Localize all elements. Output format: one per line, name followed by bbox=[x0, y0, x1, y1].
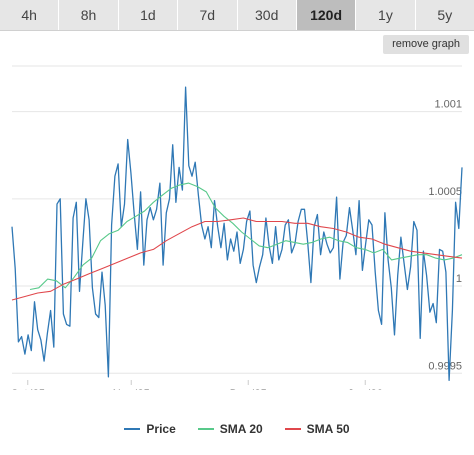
legend-swatch-sma50 bbox=[284, 428, 301, 430]
x-tick-label: Dec '25 bbox=[230, 388, 267, 390]
legend-label-sma20: SMA 20 bbox=[219, 422, 263, 436]
tab-7d[interactable]: 7d bbox=[178, 0, 238, 30]
x-tick-label: Nov '25 bbox=[113, 388, 150, 390]
legend-swatch-price bbox=[124, 428, 141, 430]
tab-1y[interactable]: 1y bbox=[356, 0, 416, 30]
tab-5y[interactable]: 5y bbox=[437, 7, 453, 23]
y-tick-label: 1 bbox=[456, 273, 462, 285]
y-tick-label: 1.001 bbox=[434, 99, 462, 111]
tab-4h[interactable]: 4h bbox=[0, 0, 60, 30]
sma50-line bbox=[11, 217, 463, 301]
legend-swatch-sma20 bbox=[197, 428, 214, 430]
y-tick-label: 1.0005 bbox=[428, 186, 462, 198]
legend-item-sma20[interactable]: SMA 20 bbox=[197, 420, 263, 438]
price-chart: 1.001 1.0005 1 0.9995 Oct '25 Nov '25 Dec '25 J… bbox=[10, 65, 463, 390]
sma20-line bbox=[29, 182, 463, 291]
tab-120d[interactable]: 120d bbox=[296, 0, 357, 30]
chart-legend: Price SMA 20 SMA 50 bbox=[0, 420, 474, 438]
x-tick-label: Jan '26 bbox=[348, 388, 383, 390]
tab-30d[interactable]: 30d bbox=[238, 0, 297, 30]
y-tick-label: 0.9995 bbox=[428, 360, 462, 372]
price-line bbox=[11, 86, 463, 381]
legend-item-price[interactable]: Price bbox=[124, 420, 176, 438]
x-tick-label: Oct '25 bbox=[10, 388, 45, 390]
remove-graph-button[interactable]: remove graph bbox=[383, 35, 469, 54]
legend-label-sma50: SMA 50 bbox=[306, 422, 350, 436]
timeframe-tabs: 4h 8h 1d 7d 30d 120d 1y 5y bbox=[0, 0, 474, 31]
tab-1d[interactable]: 1d bbox=[119, 0, 179, 30]
legend-item-sma50[interactable]: SMA 50 bbox=[284, 420, 350, 438]
legend-label-price: Price bbox=[146, 422, 176, 436]
tab-8h[interactable]: 8h bbox=[59, 0, 119, 30]
